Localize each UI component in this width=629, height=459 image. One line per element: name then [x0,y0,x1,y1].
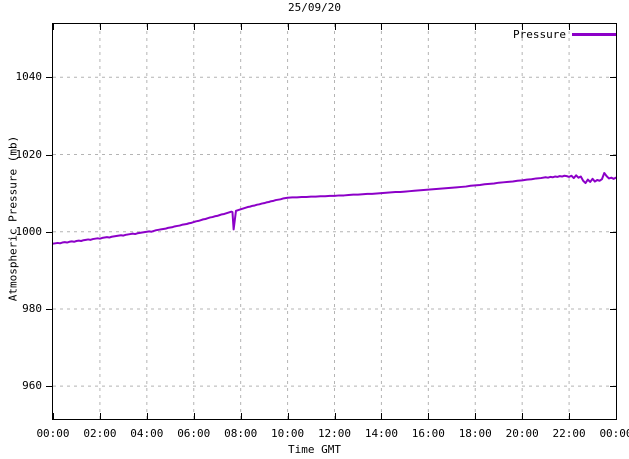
x-axis-tick-top [240,24,242,30]
pressure-series-line [53,172,616,245]
y-axis-tick [46,308,52,310]
y-axis-tick-right [610,154,616,156]
y-axis-tick [46,154,52,156]
x-axis-tick-label: 04:00 [130,427,164,440]
chart-title: 25/09/20 [288,1,341,14]
x-axis-tick-label: 18:00 [458,427,492,440]
x-axis-tick [53,413,54,419]
x-axis-tick-label: 14:00 [364,427,398,440]
x-axis-tick [381,413,383,419]
x-axis-tick-top [428,24,430,30]
x-axis-tick-top [381,24,383,30]
y-axis-tick-label: 1040 [15,70,43,84]
vertical-gridlines [99,24,570,419]
chart-legend: Pressure [513,28,616,41]
y-axis-tick-right [610,77,616,79]
x-axis-tick [99,413,101,419]
x-axis-tick [240,413,242,419]
y-axis-tick-label: 1020 [15,147,43,161]
x-axis-tick-label: 16:00 [411,427,445,440]
legend-line-sample [571,33,616,36]
x-axis-tick [616,413,617,419]
x-axis-tick [428,413,430,419]
y-axis-tick-label: 1000 [15,224,43,238]
legend-label-pressure: Pressure [513,28,566,41]
x-axis-tick-label: 08:00 [224,427,258,440]
x-axis-tick [287,413,289,419]
y-axis-tick-label: 980 [22,301,42,315]
x-axis-tick-top [569,24,571,30]
x-axis-tick [193,413,195,419]
x-axis-tick-top [475,24,477,30]
y-axis-title: Atmospheric Pressure (mb) [6,135,20,302]
y-axis-tick [46,386,52,388]
x-axis-tick [146,413,148,419]
x-axis-tick-label: 06:00 [177,427,211,440]
x-axis-tick-label: 00:00 [36,427,70,440]
x-axis-tick-top [616,24,617,30]
y-axis-tick [46,77,52,79]
x-axis-tick-label: 12:00 [317,427,352,440]
y-axis-tick-right [610,386,616,388]
x-axis-tick-top [53,24,54,30]
x-axis-tick-label: 20:00 [505,427,539,440]
y-axis-tick-label: 960 [22,379,42,393]
x-axis-tick-top [99,24,101,30]
plot-frame [52,23,617,420]
x-axis-tick-label: 00:00 [599,427,629,440]
y-axis-tick [46,231,52,233]
x-axis-tick [475,413,477,419]
x-axis-tick [334,413,336,419]
x-axis-tick [569,413,571,419]
x-axis-tick-top [287,24,289,30]
x-axis-tick-label: 02:00 [83,427,117,440]
x-axis-tick-top [146,24,148,30]
x-axis-tick-label: 10:00 [271,427,305,440]
x-axis-tick [522,413,524,419]
y-axis-tick-right [610,308,616,310]
plot-area [53,24,616,419]
y-axis-tick-right [610,231,616,233]
pressure-line-plot [53,24,616,419]
x-axis-tick-top [334,24,336,30]
x-axis-tick-label: 22:00 [552,427,586,440]
x-axis-tick-top [522,24,524,30]
x-axis-title: Time GMT [288,443,341,456]
x-axis-tick-top [193,24,195,30]
